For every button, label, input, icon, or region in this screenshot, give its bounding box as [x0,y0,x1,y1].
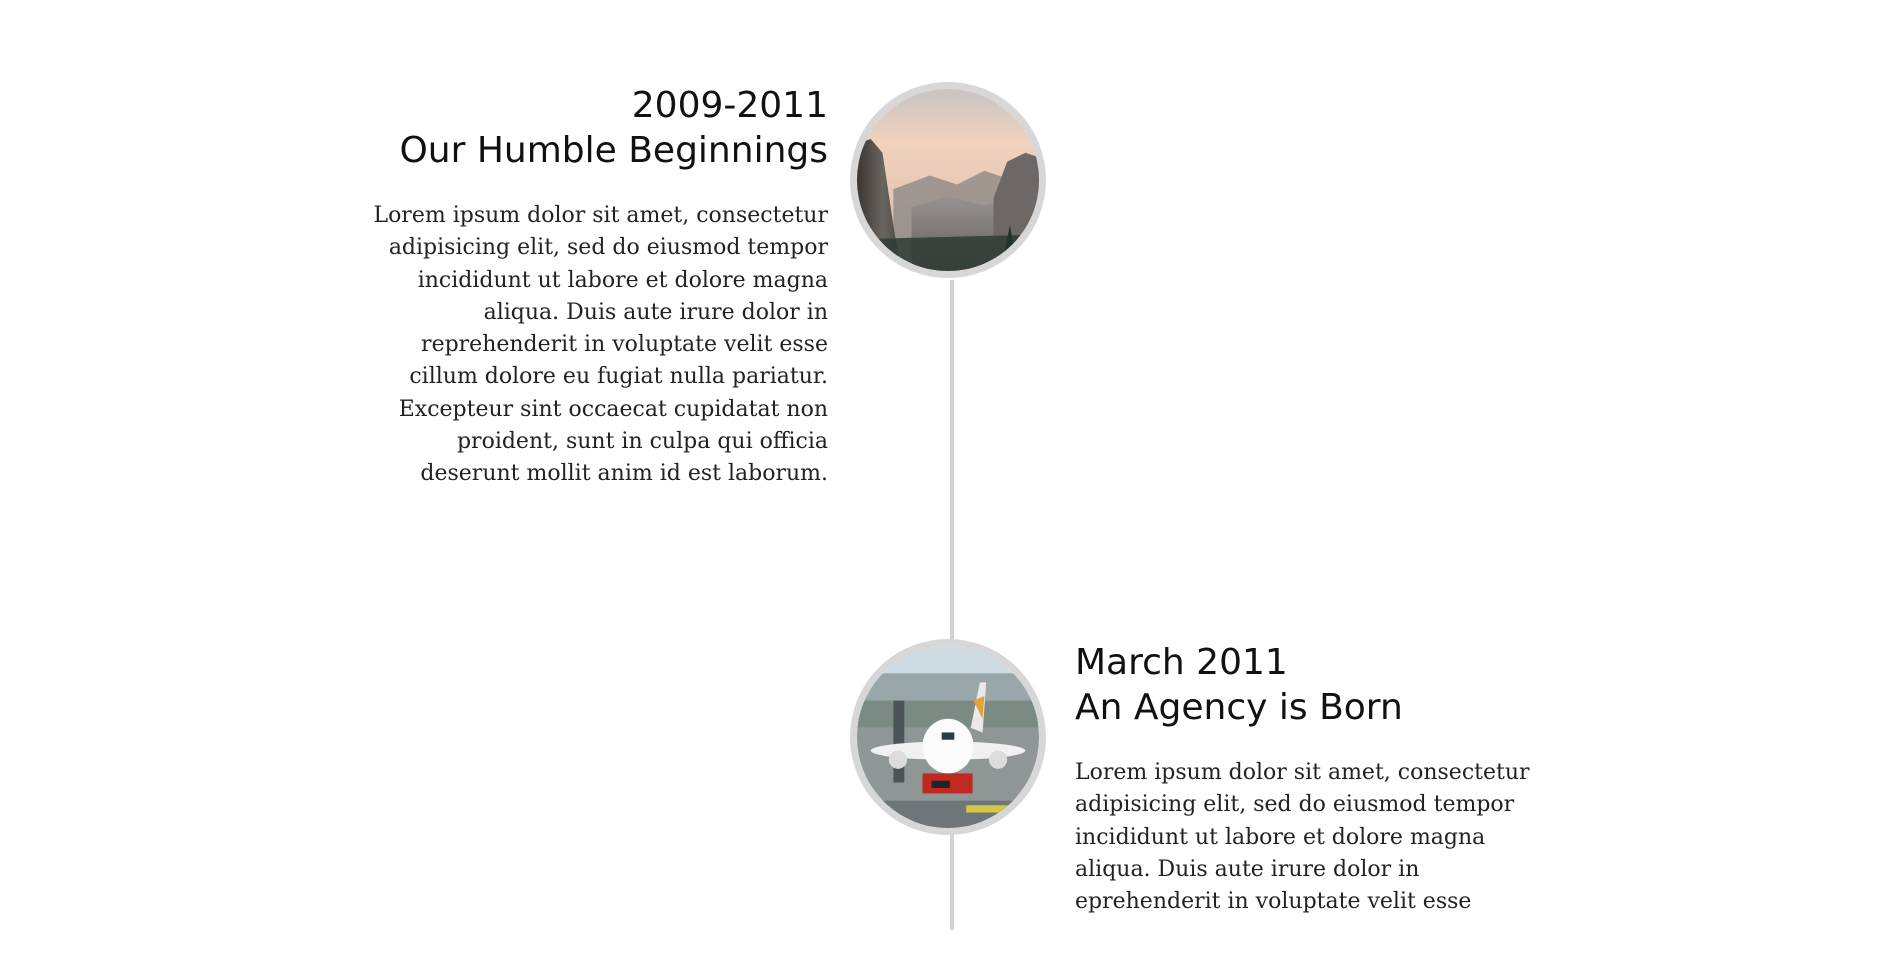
entry-date: 2009-2011 [631,85,828,126]
mountain-valley-photo [857,89,1039,271]
timeline-line [950,280,954,930]
entry-title: An Agency is Born [1075,687,1403,728]
timeline-image-mountain [850,82,1046,278]
entry-date: March 2011 [1075,642,1288,683]
entry-body: Lorem ipsum dolor sit amet, consectetur … [1075,760,1530,915]
timeline-image-airplane [850,639,1046,835]
timeline-entry-2: March 2011 An Agency is Born Lorem ipsum… [1075,640,1675,918]
entry-title: Our Humble Beginnings [399,130,828,171]
airplane-at-airport-photo [857,646,1039,828]
timeline-entry-1: 2009-2011 Our Humble Beginnings Lorem ip… [268,83,828,491]
entry-body: Lorem ipsum dolor sit amet, consectetur … [373,203,828,487]
